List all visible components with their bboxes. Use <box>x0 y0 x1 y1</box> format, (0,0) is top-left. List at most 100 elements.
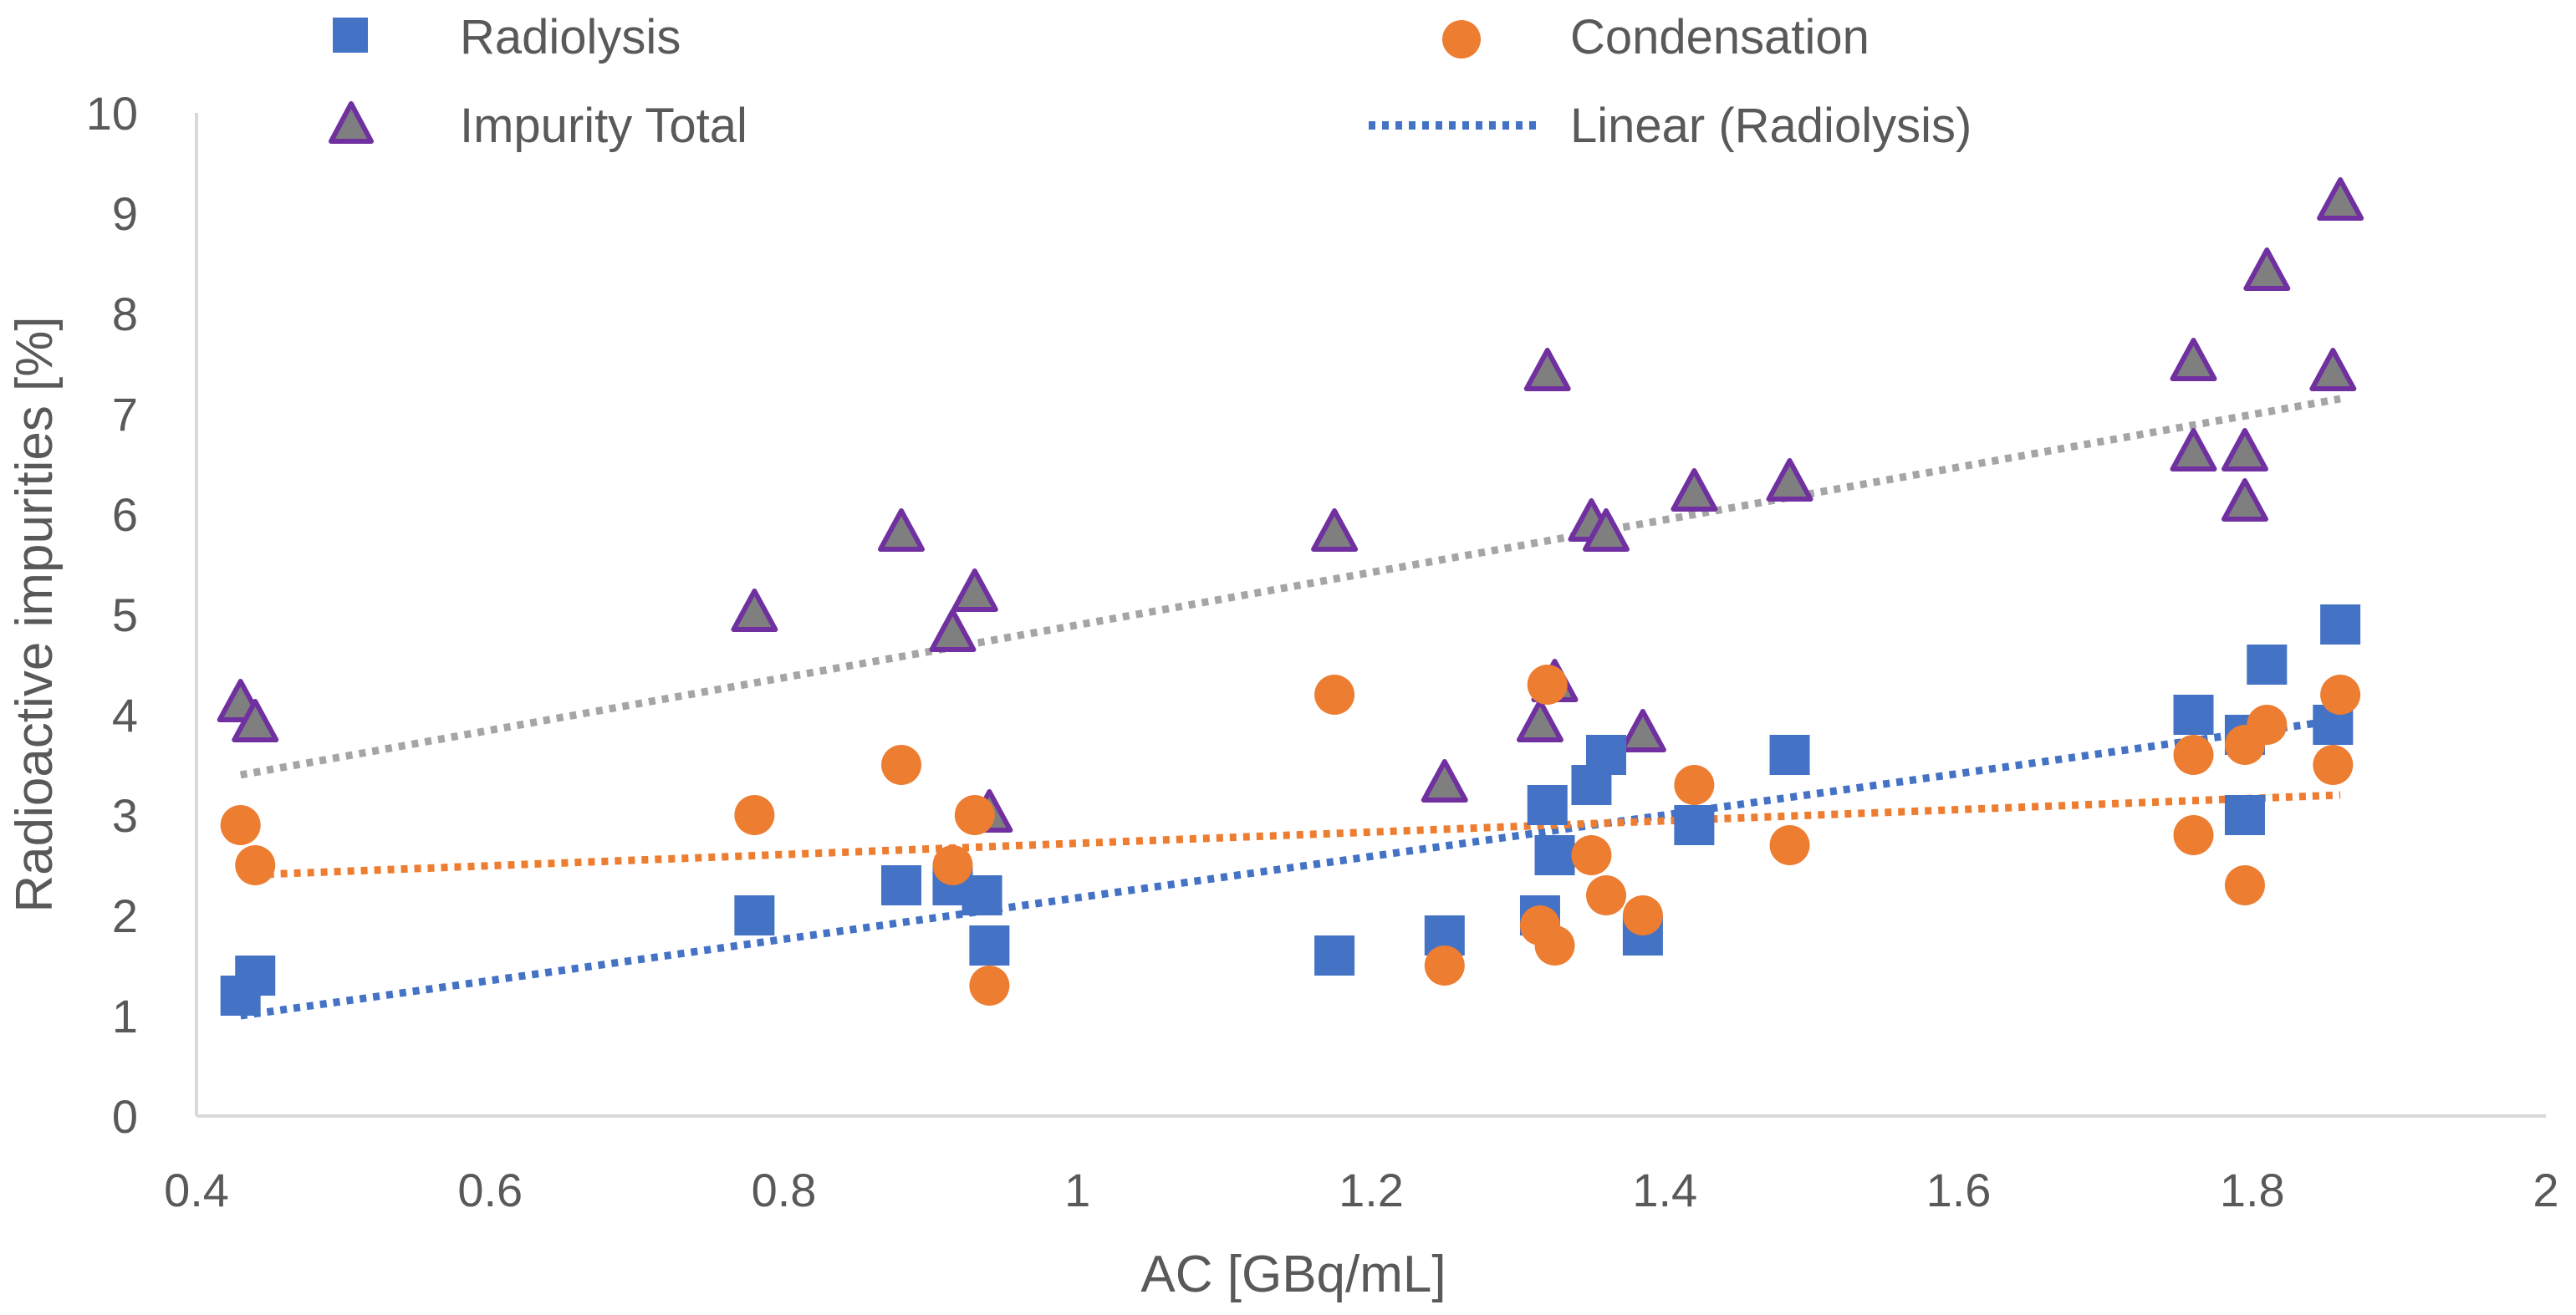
point-impurity-total <box>2221 428 2268 471</box>
legend-item-linear-radiolysis: Linear (Radiolysis) <box>1369 99 1972 153</box>
point-condensation <box>1534 925 1575 966</box>
y-axis-title: Radioactive impurities [%] <box>6 316 64 912</box>
point-radiolysis <box>1586 735 1626 775</box>
point-impurity-total <box>1619 709 1666 752</box>
y-tick-label: 9 <box>112 187 138 240</box>
point-condensation <box>1424 945 1465 986</box>
point-radiolysis <box>881 865 921 905</box>
point-impurity-total <box>2309 348 2357 391</box>
point-impurity-total <box>1671 468 1718 512</box>
point-impurity-total <box>2243 247 2291 291</box>
point-condensation <box>1527 665 1568 705</box>
point-impurity-total <box>2221 478 2268 522</box>
point-condensation <box>1586 875 1626 915</box>
x-tick-label: 1 <box>1064 1164 1090 1216</box>
point-impurity-total <box>2170 428 2217 471</box>
x-axis-title: AC [GBq/mL] <box>1140 1246 1446 1303</box>
y-tick-label: 4 <box>112 689 138 742</box>
x-tick-label: 1.2 <box>1339 1164 1404 1216</box>
y-tick-label: 2 <box>112 889 138 942</box>
y-tick-label: 1 <box>112 990 138 1042</box>
point-radiolysis <box>1674 805 1715 845</box>
trendline-condensation <box>240 791 2341 879</box>
point-radiolysis <box>962 875 1002 915</box>
point-radiolysis <box>2224 795 2265 835</box>
point-condensation <box>1674 765 1715 805</box>
point-condensation <box>1769 825 1810 865</box>
point-impurity-total <box>2170 338 2217 381</box>
point-impurity-total <box>731 589 778 632</box>
legend-label-impurity-total: Impurity Total <box>460 99 747 153</box>
x-tick-label: 0.8 <box>752 1164 817 1216</box>
legend-marker-square <box>333 18 368 53</box>
point-condensation <box>235 845 276 885</box>
point-radiolysis <box>2173 695 2214 735</box>
axes <box>195 113 2546 1118</box>
point-radiolysis <box>2247 645 2288 685</box>
trendline-radiolysis <box>240 716 2341 1020</box>
point-condensation <box>932 845 973 885</box>
legend-label-condensation: Condensation <box>1570 10 1870 64</box>
point-impurity-total <box>878 508 925 552</box>
point-condensation <box>1314 675 1355 715</box>
y-tick-labels: 0 1 2 3 4 5 6 7 8 9 10 <box>86 87 138 1143</box>
point-radiolysis <box>1534 835 1575 875</box>
point-impurity-total <box>1421 759 1468 803</box>
x-tick-label: 2 <box>2533 1164 2558 1216</box>
y-tick-label: 5 <box>112 589 138 641</box>
x-tick-label: 1.6 <box>1926 1164 1992 1216</box>
trendline-impurity-total <box>239 395 2341 779</box>
y-tick-label: 8 <box>112 288 138 340</box>
point-impurity-total <box>1583 508 1630 552</box>
point-radiolysis <box>235 956 276 996</box>
legend-marker-circle <box>1442 20 1481 59</box>
point-impurity-total <box>2317 177 2364 221</box>
point-radiolysis <box>969 925 1010 966</box>
legend-marker-triangle <box>329 101 374 144</box>
point-impurity-total <box>1523 348 1571 391</box>
point-impurity-total <box>232 699 279 742</box>
point-radiolysis <box>1527 785 1568 825</box>
point-impurity-total <box>1516 699 1563 742</box>
data-points <box>217 177 2364 1016</box>
y-tick-label: 0 <box>112 1090 138 1143</box>
legend-label-radiolysis: Radiolysis <box>460 10 681 64</box>
point-condensation <box>2224 865 2265 905</box>
point-impurity-total <box>951 568 998 612</box>
y-tick-label: 6 <box>112 488 138 541</box>
legend-label-linear-radiolysis: Linear (Radiolysis) <box>1570 99 1972 153</box>
y-tick-label: 7 <box>112 388 138 441</box>
point-condensation <box>2313 745 2354 785</box>
y-tick-label: 10 <box>86 87 138 140</box>
point-radiolysis <box>2320 604 2361 645</box>
point-radiolysis <box>1769 735 1810 775</box>
point-radiolysis <box>1314 935 1355 976</box>
point-impurity-total <box>1766 458 1813 502</box>
point-condensation <box>2247 705 2288 745</box>
legend-item-radiolysis: Radiolysis <box>333 10 681 64</box>
point-condensation <box>2173 815 2214 855</box>
legend: Radiolysis Condensation Impurity Total L… <box>329 10 1972 153</box>
point-condensation <box>734 795 775 835</box>
point-condensation <box>954 795 995 835</box>
y-tick-label: 3 <box>112 789 138 842</box>
point-condensation <box>969 966 1010 1006</box>
point-condensation <box>2173 735 2214 775</box>
x-tick-labels: 0.4 0.6 0.8 1 1.2 1.4 1.6 1.8 2 <box>164 1164 2559 1216</box>
x-tick-label: 0.6 <box>457 1164 523 1216</box>
x-tick-label: 1.4 <box>1632 1164 1697 1216</box>
point-impurity-total <box>1311 508 1359 552</box>
legend-item-impurity-total: Impurity Total <box>329 99 747 153</box>
point-condensation <box>881 745 921 785</box>
point-condensation <box>220 805 261 845</box>
x-tick-label: 0.4 <box>164 1164 229 1216</box>
point-radiolysis <box>734 895 775 935</box>
point-condensation <box>2320 675 2361 715</box>
point-condensation <box>1571 835 1612 875</box>
point-condensation <box>1622 895 1663 935</box>
legend-item-condensation: Condensation <box>1442 10 1870 64</box>
point-impurity-total <box>929 609 977 652</box>
x-tick-label: 1.8 <box>2220 1164 2285 1216</box>
